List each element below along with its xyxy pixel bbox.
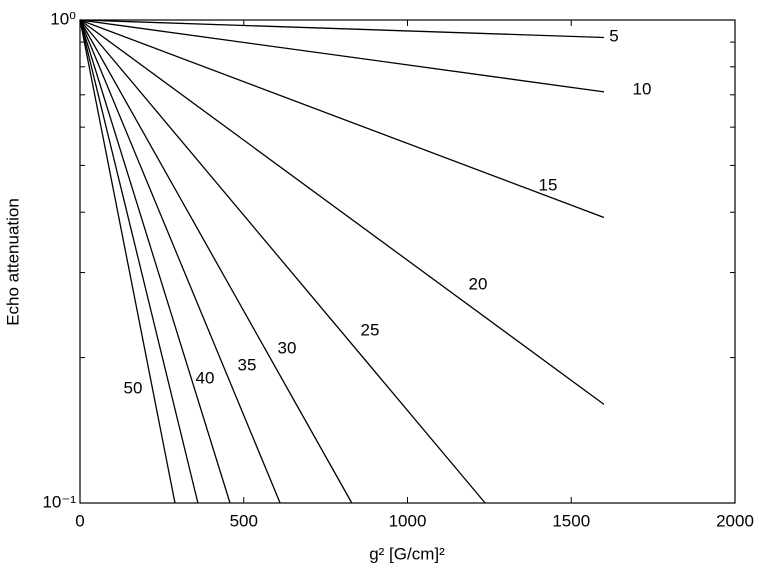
attenuation-line <box>79 19 199 504</box>
line-label: 40 <box>196 368 215 387</box>
x-tick-label: 1000 <box>389 511 427 530</box>
line-label: 5 <box>609 26 618 45</box>
line-label: 25 <box>361 320 380 339</box>
attenuation-line <box>79 19 605 93</box>
x-axis-label: g² [G/cm]² <box>369 544 445 563</box>
line-label: 10 <box>633 79 652 98</box>
attenuation-line <box>79 19 605 219</box>
attenuation-line <box>79 19 486 504</box>
line-label: 50 <box>124 378 143 397</box>
line-label: 20 <box>469 274 488 293</box>
x-tick-label: 1500 <box>552 511 590 530</box>
line-label: 35 <box>238 355 257 374</box>
attenuation-line <box>79 19 353 504</box>
attenuation-line <box>79 19 176 504</box>
x-tick-label: 2000 <box>716 511 754 530</box>
attenuation-line <box>79 19 231 504</box>
y-tick-label: 10⁰ <box>50 9 76 28</box>
line-label: 15 <box>539 175 558 194</box>
y-tick-label: 10⁻¹ <box>42 492 76 511</box>
attenuation-line <box>79 19 605 39</box>
x-tick-label: 500 <box>230 511 258 530</box>
x-tick-label: 0 <box>75 511 84 530</box>
y-axis-label: Echo attenuation <box>3 198 22 326</box>
attenuation-line <box>79 19 605 405</box>
line-label: 30 <box>278 338 297 357</box>
attenuation-line <box>79 19 281 504</box>
